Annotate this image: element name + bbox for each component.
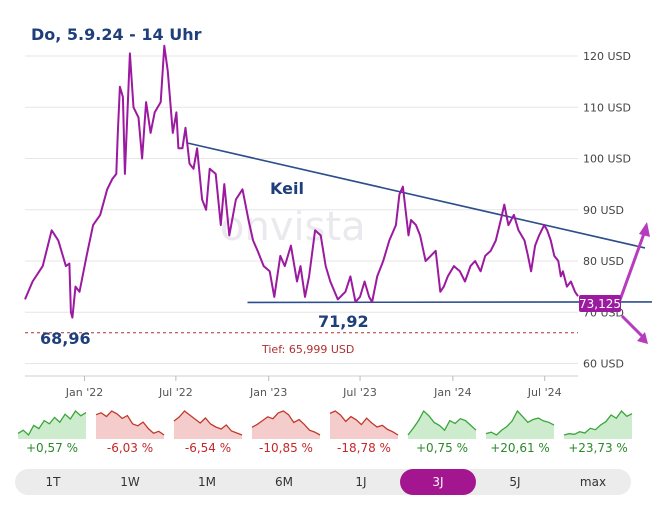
x-axis: Jan '22 Jul '22 Jan '23 Jul '23 Jan '24 Jul '… — [65, 376, 562, 399]
arrow-up-icon — [618, 227, 648, 301]
y-tick-label: 60 USD — [583, 358, 624, 371]
perf-1w[interactable]: -6,03 % — [95, 405, 165, 457]
price-line — [24, 44, 579, 319]
sparkline-line — [173, 410, 243, 436]
sparkline-area — [252, 411, 320, 439]
start-low-label: 68,96 — [40, 329, 91, 348]
sparkline-line — [251, 410, 321, 436]
chart-title: Do, 5.9.24 - 14 Uhr — [31, 25, 202, 44]
x-tick-label: Jan '24 — [433, 386, 471, 399]
perf-1m[interactable]: -6,54 % — [173, 405, 243, 457]
perf-1j[interactable]: -18,78 % — [329, 405, 399, 457]
x-tick-label: Jul '23 — [342, 386, 377, 399]
sparkline-line — [95, 410, 165, 436]
arrow-up-head-icon — [639, 222, 650, 237]
perf-change: +0,57 % — [26, 441, 78, 455]
projection-arrows — [618, 222, 650, 344]
perf-sparkline — [95, 410, 165, 439]
period-button-max[interactable]: max — [579, 475, 607, 489]
performance-strip: +0,57 % -6,03 % -6,54 % -10,85 % -18,78 … — [17, 405, 642, 457]
arrow-down-head-icon — [637, 332, 648, 344]
arrow-down-icon — [620, 314, 647, 341]
perf-sparkline — [17, 410, 87, 439]
y-tick-label: 120 USD — [583, 50, 631, 63]
sparkline-line — [407, 409, 477, 436]
perf-sparkline — [407, 409, 477, 439]
y-tick-label: 90 USD — [583, 204, 624, 217]
period-button-1w[interactable]: 1W — [120, 475, 140, 489]
y-tick-label: 110 USD — [583, 101, 631, 114]
x-tick-label: Jul '24 — [527, 386, 562, 399]
y-tick-label: 80 USD — [583, 255, 624, 268]
period-button-1j[interactable]: 1J — [355, 475, 367, 489]
sparkline-line — [17, 410, 87, 437]
perf-1t[interactable]: +0,57 % — [17, 405, 87, 457]
watermark: onvista — [220, 204, 366, 250]
sparkline-line — [485, 409, 555, 436]
perf-change: -18,78 % — [337, 441, 391, 455]
perf-sparkline — [173, 410, 243, 439]
sparkline-area — [174, 411, 242, 439]
support-value-label: 71,92 — [318, 312, 369, 331]
perf-sparkline — [251, 410, 321, 439]
sparkline-line — [563, 409, 633, 436]
last-value-badge: 73,125 — [579, 295, 621, 312]
perf-change: +23,73 % — [568, 441, 628, 455]
perf-sparkline — [329, 410, 399, 439]
perf-3j[interactable]: +0,75 % — [407, 405, 477, 457]
perf-change: -10,85 % — [259, 441, 313, 455]
x-tick-label: Jan '23 — [249, 386, 287, 399]
x-tick-label: Jan '22 — [65, 386, 103, 399]
sparkline-area — [486, 411, 554, 439]
period-button-5j[interactable]: 5J — [509, 475, 521, 489]
perf-6m[interactable]: -10,85 % — [251, 405, 321, 457]
y-tick-label: 100 USD — [583, 153, 631, 166]
wedge-label: Keil — [270, 179, 304, 198]
wedge-upper-line — [187, 142, 646, 249]
perf-change: -6,54 % — [184, 441, 232, 455]
perf-change: +20,61 % — [490, 441, 550, 455]
perf-change: -6,03 % — [106, 441, 154, 455]
period-selector: 1T 1W 1M 6M 1J 3J 5J max — [15, 469, 631, 495]
period-button-1m[interactable]: 1M — [198, 475, 216, 489]
period-low-label: Tief: 65,999 USD — [261, 343, 354, 356]
sparkline-area — [408, 411, 476, 439]
perf-sparkline — [563, 409, 633, 439]
price-chart: onvista 120 USD 110 USD 100 USD 90 USD 80 US… — [24, 25, 653, 399]
perf-sparkline — [485, 409, 555, 439]
perf-change: +0,75 % — [416, 441, 468, 455]
perf-5j[interactable]: +20,61 % — [485, 405, 555, 457]
last-value-text: 73,125 — [579, 297, 621, 311]
period-button-3j[interactable]: 3J — [400, 469, 476, 495]
sparkline-area — [330, 411, 398, 439]
period-button-6m[interactable]: 6M — [275, 475, 293, 489]
period-button-1t[interactable]: 1T — [45, 475, 61, 489]
sparkline-area — [96, 411, 164, 439]
perf-max[interactable]: +23,73 % — [563, 405, 633, 457]
x-tick-label: Jul '22 — [158, 386, 193, 399]
sparkline-line — [329, 410, 399, 436]
